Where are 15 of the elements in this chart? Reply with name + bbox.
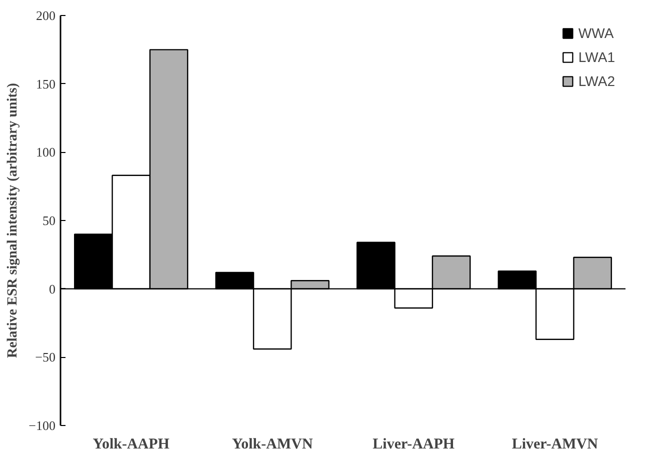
x-tick-label: Yolk-AMVN [232, 436, 313, 452]
x-tick-label: Liver-AAPH [372, 436, 455, 452]
y-tick-label: 200 [36, 8, 56, 23]
x-tick-label: Yolk-AAPH [92, 436, 170, 452]
legend-label: LWA1 [578, 49, 615, 65]
y-tick-label: −100 [28, 418, 56, 433]
legend-label: LWA2 [578, 73, 615, 89]
y-axis-title: Relative ESR signal intensity (arbitrary units) [6, 82, 21, 358]
y-tick-label: −50 [35, 350, 56, 365]
y-tick-label: 50 [42, 213, 56, 228]
y-tick-label: 150 [36, 76, 56, 92]
x-tick-label: Liver-AMVN [512, 436, 598, 452]
y-tick-label: 0 [49, 281, 56, 296]
legend-label: WWA [578, 25, 614, 41]
y-tick-label: 100 [36, 144, 56, 160]
